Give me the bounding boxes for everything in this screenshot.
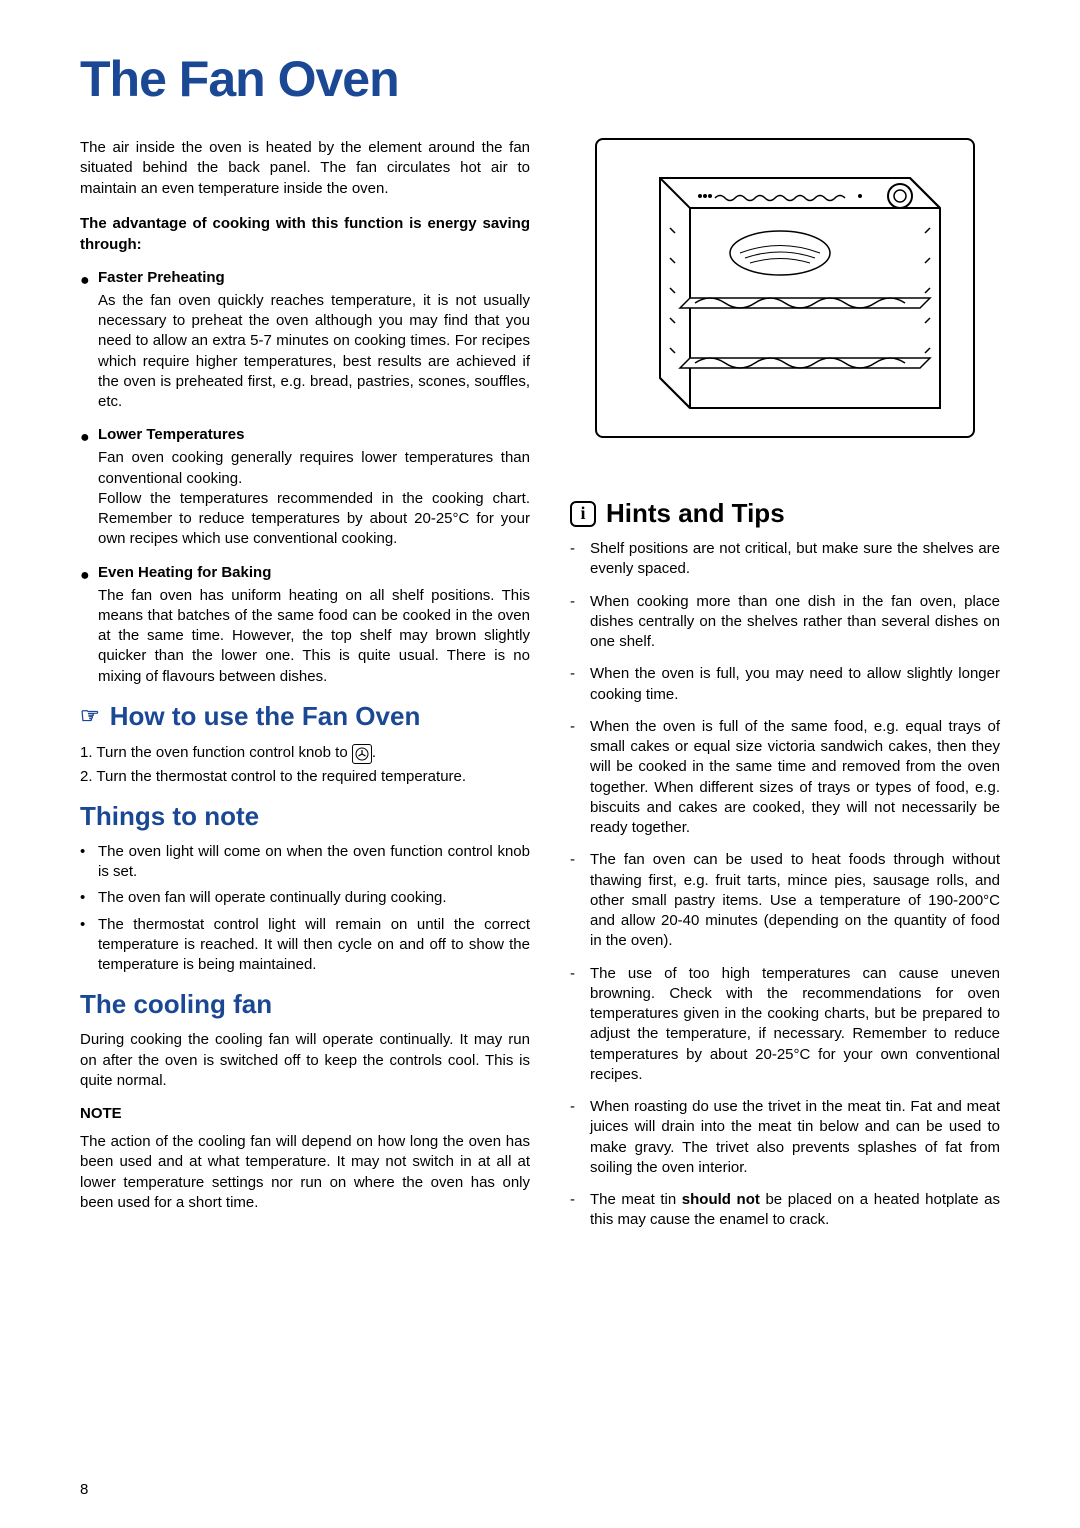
howto-heading: ☞ How to use the Fan Oven <box>80 701 530 732</box>
bullet-dot: • <box>80 842 98 883</box>
tip-prefix: The meat tin <box>590 1191 682 1208</box>
hints-heading: i Hints and Tips <box>570 498 1000 529</box>
bullet-faster-preheating: ● Faster Preheating As the fan oven quic… <box>80 269 530 413</box>
tip-text: When cooking more than one dish in the f… <box>590 592 1000 653</box>
tip-bold: should not <box>682 1191 760 1208</box>
note-body: The action of the cooling fan will depen… <box>80 1132 530 1213</box>
bullet-lower-temps: ● Lower Temperatures Fan oven cooking ge… <box>80 426 530 549</box>
item-text: The oven fan will operate continually du… <box>98 888 530 908</box>
dash-icon: - <box>570 717 590 839</box>
hand-icon: ☞ <box>80 705 100 727</box>
intro-text: The air inside the oven is heated by the… <box>80 138 530 199</box>
tip-text: When the oven is full, you may need to a… <box>590 664 1000 705</box>
hints-heading-text: Hints and Tips <box>606 498 785 529</box>
list-item: • The thermostat control light will rema… <box>80 915 530 976</box>
note-label: NOTE <box>80 1105 530 1122</box>
howto-steps: 1. Turn the oven function control knob t… <box>80 742 530 787</box>
howto-step-2: 2. Turn the thermostat control to the re… <box>80 766 530 787</box>
bullet-dot: ● <box>80 269 98 289</box>
advantage-line: The advantage of cooking with this funct… <box>80 213 530 255</box>
dash-icon: - <box>570 664 590 705</box>
tip-item: -Shelf positions are not critical, but m… <box>570 539 1000 580</box>
oven-svg <box>620 158 950 418</box>
bullet-even-heating: ● Even Heating for Baking The fan oven h… <box>80 564 530 687</box>
bullet-body: The fan oven has uniform heating on all … <box>98 586 530 687</box>
things-list: • The oven light will come on when the o… <box>80 842 530 976</box>
info-icon: i <box>570 501 596 527</box>
dash-icon: - <box>570 1190 590 1231</box>
tip-text: When roasting do use the trivet in the m… <box>590 1097 1000 1178</box>
tip-text: When the oven is full of the same food, … <box>590 717 1000 839</box>
tips-list: -Shelf positions are not critical, but m… <box>570 539 1000 1231</box>
right-column: i Hints and Tips -Shelf positions are no… <box>570 138 1000 1243</box>
cooling-heading: The cooling fan <box>80 989 530 1020</box>
tip-text: Shelf positions are not critical, but ma… <box>590 539 1000 580</box>
fan-symbol-icon <box>352 744 372 764</box>
bullet-dot: ● <box>80 426 98 446</box>
dash-icon: - <box>570 592 590 653</box>
page-title: The Fan Oven <box>80 50 1000 108</box>
tip-item: -When cooking more than one dish in the … <box>570 592 1000 653</box>
howto-step-1: 1. Turn the oven function control knob t… <box>80 742 530 764</box>
tip-text: The use of too high temperatures can cau… <box>590 964 1000 1086</box>
bullet-heading: Even Heating for Baking <box>98 564 271 581</box>
dash-icon: - <box>570 539 590 580</box>
cooling-body: During cooking the cooling fan will oper… <box>80 1030 530 1091</box>
tip-item: -The fan oven can be used to heat foods … <box>570 850 1000 951</box>
dash-icon: - <box>570 1097 590 1178</box>
tip-item-meat: - The meat tin should not be placed on a… <box>570 1190 1000 1231</box>
tip-item: -When roasting do use the trivet in the … <box>570 1097 1000 1178</box>
list-item: • The oven light will come on when the o… <box>80 842 530 883</box>
tip-text: The fan oven can be used to heat foods t… <box>590 850 1000 951</box>
things-heading: Things to note <box>80 801 530 832</box>
list-item: • The oven fan will operate continually … <box>80 888 530 908</box>
item-text: The thermostat control light will remain… <box>98 915 530 976</box>
bullet-body: Fan oven cooking generally requires lowe… <box>98 448 530 549</box>
oven-illustration <box>595 138 975 438</box>
content-columns: The air inside the oven is heated by the… <box>80 138 1000 1243</box>
howto-heading-text: How to use the Fan Oven <box>110 701 421 732</box>
bullet-body: As the fan oven quickly reaches temperat… <box>98 291 530 413</box>
bullet-dot: • <box>80 888 98 908</box>
bullet-heading: Lower Temperatures <box>98 426 244 443</box>
page-number: 8 <box>80 1481 88 1498</box>
dash-icon: - <box>570 964 590 1086</box>
bullet-dot: ● <box>80 564 98 584</box>
dash-icon: - <box>570 850 590 951</box>
tip-item: -When the oven is full, you may need to … <box>570 664 1000 705</box>
bullet-dot: • <box>80 915 98 976</box>
bullet-heading: Faster Preheating <box>98 269 225 286</box>
step-text: 1. Turn the oven function control knob t… <box>80 744 352 761</box>
tip-item: -When the oven is full of the same food,… <box>570 717 1000 839</box>
left-column: The air inside the oven is heated by the… <box>80 138 530 1243</box>
tip-text: The meat tin should not be placed on a h… <box>590 1190 1000 1231</box>
item-text: The oven light will come on when the ove… <box>98 842 530 883</box>
tip-item: -The use of too high temperatures can ca… <box>570 964 1000 1086</box>
